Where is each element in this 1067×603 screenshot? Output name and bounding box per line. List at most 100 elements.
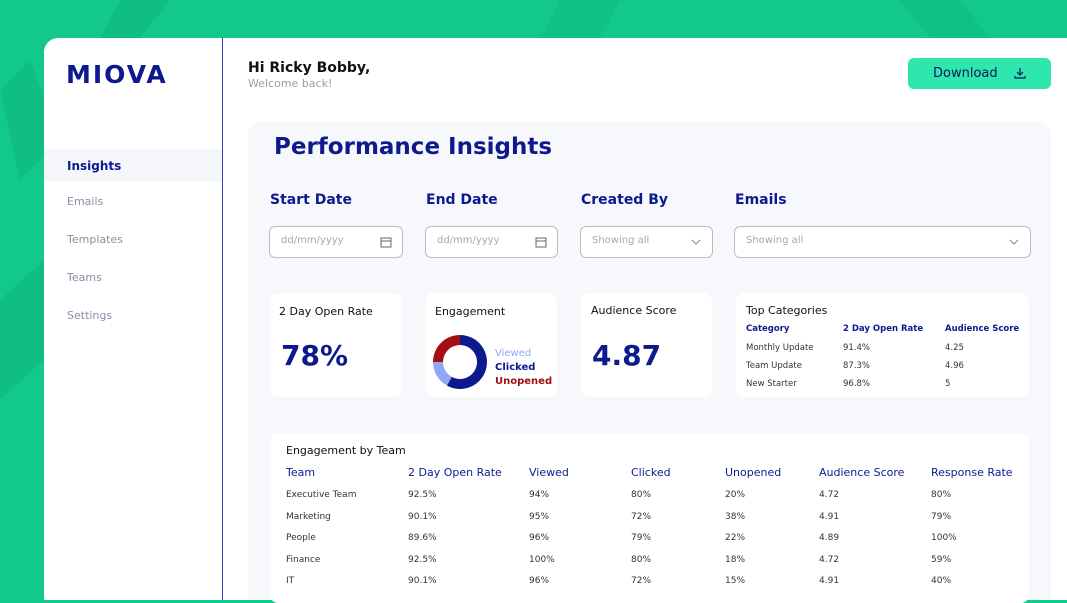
cell: 92.5% — [408, 490, 437, 500]
donut-chart: Viewed Clicked Unopened — [433, 335, 552, 389]
cell: 72% — [631, 511, 652, 522]
sidebar-divider — [222, 38, 223, 600]
column-header: Clicked — [631, 466, 671, 479]
filter-label: End Date — [426, 192, 498, 208]
placeholder: Showing all — [746, 235, 804, 246]
cell: Marketing — [286, 511, 331, 522]
card-title: Top Categories — [746, 304, 828, 317]
nav-active-bg — [44, 149, 222, 182]
column-header: Audience Score — [819, 466, 905, 479]
donut-segment — [446, 335, 487, 389]
filter-label: Created By — [581, 192, 669, 208]
kpi-label: 2 Day Open Rate — [279, 305, 373, 318]
cell: 94% — [529, 490, 550, 500]
cell: 87.3% — [843, 361, 871, 371]
cell: 15% — [725, 576, 746, 586]
cell: 95% — [529, 511, 550, 522]
cell: 4.72 — [819, 554, 840, 565]
kpi-label: Engagement — [435, 305, 506, 318]
page-title: Performance Insights — [274, 134, 553, 160]
kpi-value: 4.87 — [592, 339, 662, 372]
filter-label: Start Date — [270, 192, 352, 208]
cell: 18% — [725, 554, 746, 565]
cell: 4.72 — [819, 490, 840, 500]
calendar-icon — [535, 237, 547, 248]
select-input[interactable]: Showing all — [734, 226, 1031, 258]
date-input[interactable]: dd/mm/yyyy — [425, 226, 558, 258]
column-header: Viewed — [529, 466, 569, 479]
cell: 90.1% — [408, 511, 437, 522]
cell: 4.96 — [945, 361, 964, 371]
calendar-icon — [380, 237, 392, 248]
cell: 22% — [725, 533, 746, 543]
cell: Team Update — [746, 361, 802, 371]
donut-segment — [433, 362, 452, 386]
placeholder: dd/mm/yyyy — [437, 235, 500, 246]
nav-item[interactable]: Settings — [67, 309, 113, 322]
nav-item[interactable]: Teams — [67, 271, 102, 284]
legend-label: Unopened — [495, 376, 552, 387]
download-label: Download — [933, 66, 998, 81]
cell: 4.25 — [945, 343, 964, 353]
select-input[interactable]: Showing all — [580, 226, 713, 258]
cell: 4.91 — [819, 576, 840, 586]
cell: 91.4% — [843, 343, 871, 353]
cell: 4.89 — [819, 533, 840, 543]
column-header: Unopened — [725, 466, 782, 479]
download-icon — [1014, 68, 1026, 79]
placeholder: Showing all — [592, 235, 650, 246]
nav-item[interactable]: Emails — [67, 195, 104, 208]
legend-label: Viewed — [495, 348, 531, 359]
placeholder: dd/mm/yyyy — [281, 235, 344, 246]
kpi-card: 2 Day Open Rate 78% — [270, 293, 402, 397]
column-header: Team — [286, 466, 316, 479]
column-header: Response Rate — [931, 466, 1013, 479]
top-categories-card: Top Categories Category 2 Day Open Rate Au… — [736, 293, 1029, 397]
kpi-value: 78% — [281, 339, 349, 372]
cell: 89.6% — [408, 533, 437, 543]
cell: 96% — [529, 576, 550, 586]
cell: 100% — [931, 533, 957, 543]
cell: 5 — [945, 379, 951, 389]
cell: 100% — [529, 554, 555, 565]
column-header: Audience Score — [945, 324, 1020, 334]
column-header: 2 Day Open Rate — [843, 324, 924, 334]
chevron-icon — [1009, 239, 1019, 245]
kpi-card: Engagement Viewed Clicked Unopened — [426, 293, 557, 397]
download-button[interactable]: Download — [908, 58, 1051, 89]
cell: 80% — [631, 554, 652, 565]
cell: 80% — [931, 490, 952, 500]
cell: Executive Team — [286, 490, 357, 500]
cell: 4.91 — [819, 511, 840, 522]
nav-item[interactable]: Insights — [67, 159, 122, 173]
cell: Finance — [286, 554, 321, 565]
date-input[interactable]: dd/mm/yyyy — [269, 226, 403, 258]
cell: 72% — [631, 576, 652, 586]
cell: 90.1% — [408, 576, 437, 586]
cell: 96% — [529, 533, 550, 543]
subtitle: Welcome back! — [248, 77, 333, 90]
logo: MIOVA — [66, 60, 168, 89]
cell: 40% — [931, 576, 952, 586]
cell: 96.8% — [843, 379, 871, 389]
cell: 20% — [725, 490, 746, 500]
cell: 79% — [631, 533, 652, 543]
cell: IT — [286, 576, 295, 586]
cell: New Starter — [746, 379, 797, 389]
cell: People — [286, 533, 316, 543]
chevron-icon — [691, 239, 701, 245]
column-header: Category — [746, 324, 790, 334]
legend-label: Clicked — [495, 362, 535, 373]
cell: Monthly Update — [746, 343, 814, 353]
cell: 80% — [631, 490, 652, 500]
nav-item[interactable]: Templates — [67, 233, 123, 246]
donut-segment — [433, 335, 460, 362]
kpi-label: Audience Score — [591, 304, 677, 317]
column-header: 2 Day Open Rate — [408, 466, 502, 479]
cell: 92.5% — [408, 554, 437, 565]
filter-label: Emails — [735, 192, 787, 208]
card-title: Engagement by Team — [286, 444, 406, 457]
cell: 79% — [931, 511, 952, 522]
cell: 38% — [725, 511, 746, 522]
